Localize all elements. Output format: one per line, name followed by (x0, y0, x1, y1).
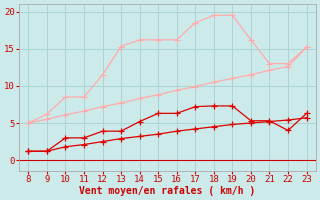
X-axis label: Vent moyen/en rafales ( km/h ): Vent moyen/en rafales ( km/h ) (79, 186, 256, 196)
